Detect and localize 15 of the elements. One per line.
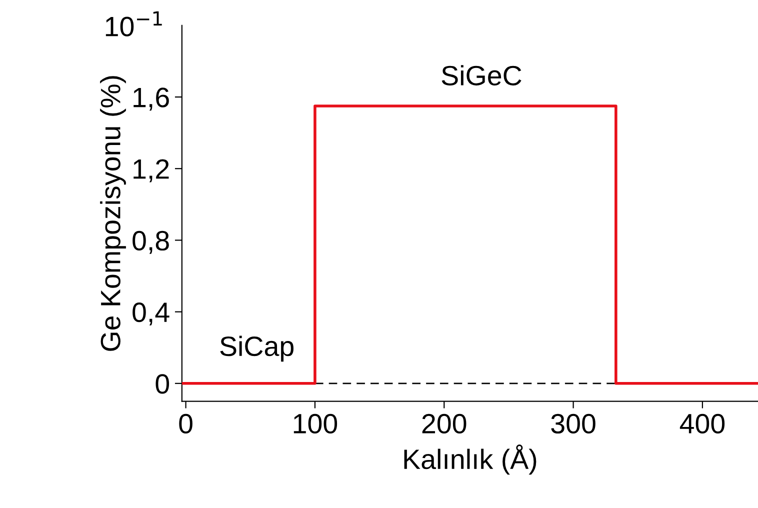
x-tick-label: 200 [422,414,466,434]
y-tick-label: 0 [156,374,170,394]
y-tick-label: 0,8 [132,230,169,254]
annotation: SiCap [220,336,294,362]
x-tick-label: 300 [551,414,596,434]
x-tick-label: 0 [179,414,192,434]
y-axis-title: Ge Kompozisyonu (%) [100,76,126,351]
y-tick-label: 0,4 [132,302,170,326]
y-tick-label: 1,2 [134,159,169,182]
y-tick-label: 1,6 [134,88,169,111]
x-tick-label: 400 [680,414,725,434]
x-axis-title: Kalınlık (Å) [404,444,536,475]
text: 10$^{−1}$ [106,11,162,36]
x-tick-label: 100 [294,414,338,434]
annotation: SiGeC [442,65,522,86]
